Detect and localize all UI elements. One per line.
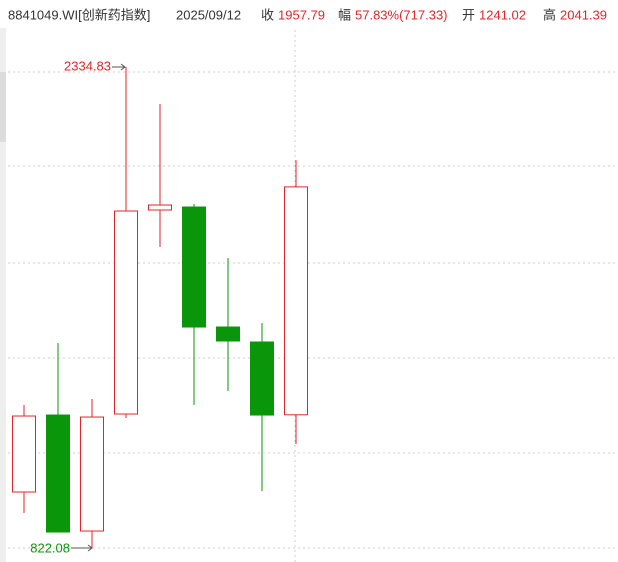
min-label: 822.08 <box>30 540 70 555</box>
candle-body <box>284 186 308 416</box>
max-label: 2334.83 <box>64 58 111 73</box>
candle-body <box>114 210 138 415</box>
close-label: 收 <box>261 7 274 22</box>
candle-body <box>216 326 240 342</box>
change-value: 57.83%(717.33) <box>355 7 448 22</box>
candle-body <box>80 416 104 532</box>
change-label: 幅 <box>338 7 351 22</box>
side-panel <box>0 28 6 562</box>
date: 2025/09/12 <box>176 7 241 22</box>
open-label: 开 <box>462 7 475 22</box>
candle-body <box>182 206 206 328</box>
min-arrow <box>71 544 93 552</box>
candle-body <box>148 204 172 211</box>
candle-body <box>46 414 70 533</box>
index-code: 8841049.WI[创新药指数] <box>8 7 150 22</box>
max-arrow <box>112 63 126 71</box>
side-tab <box>0 72 6 142</box>
high-value: 2041.39 <box>560 7 607 22</box>
open-value: 1241.02 <box>479 7 526 22</box>
high-label: 高 <box>543 7 556 22</box>
close-value: 1957.79 <box>278 7 325 22</box>
candle-body <box>12 415 36 493</box>
candle-body <box>250 341 274 416</box>
